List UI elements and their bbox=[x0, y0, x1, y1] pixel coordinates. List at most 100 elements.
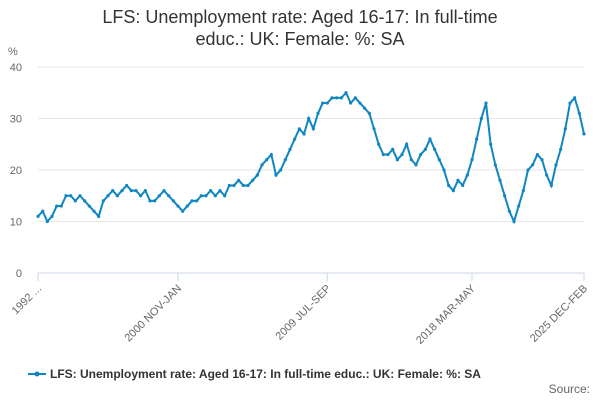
point bbox=[344, 91, 348, 95]
y-tick-label: 0 bbox=[16, 268, 22, 280]
point bbox=[97, 214, 101, 218]
point bbox=[349, 101, 353, 105]
point bbox=[185, 204, 189, 208]
x-tick-label: 2000 NOV-JAN bbox=[122, 283, 184, 345]
point bbox=[232, 183, 236, 188]
point bbox=[526, 168, 530, 172]
point bbox=[321, 101, 325, 105]
point bbox=[479, 116, 483, 121]
point bbox=[41, 209, 45, 213]
point bbox=[246, 183, 250, 188]
point bbox=[377, 142, 381, 146]
point bbox=[423, 147, 427, 151]
point bbox=[213, 194, 217, 198]
y-tick-label: 30 bbox=[10, 114, 22, 126]
legend-marker bbox=[34, 371, 40, 377]
point bbox=[92, 209, 96, 213]
point bbox=[563, 127, 567, 131]
point bbox=[484, 101, 488, 105]
point bbox=[78, 194, 82, 198]
point bbox=[447, 183, 451, 188]
point bbox=[288, 147, 292, 151]
point bbox=[111, 189, 115, 193]
x-tick-label: 1992 ... bbox=[10, 283, 44, 317]
point bbox=[260, 163, 264, 167]
point bbox=[493, 163, 497, 167]
point bbox=[209, 189, 213, 193]
point bbox=[171, 199, 175, 203]
point bbox=[386, 152, 390, 157]
source: Source: bbox=[549, 382, 590, 396]
point bbox=[582, 132, 586, 136]
point bbox=[139, 194, 143, 198]
point bbox=[162, 189, 166, 193]
point bbox=[293, 137, 297, 141]
point bbox=[503, 194, 507, 198]
point bbox=[199, 194, 203, 198]
point bbox=[55, 204, 59, 208]
point bbox=[475, 137, 479, 141]
x-tick-label: 2009 JUL-SEP bbox=[274, 283, 334, 343]
point bbox=[255, 173, 259, 177]
point bbox=[218, 189, 222, 193]
point bbox=[521, 189, 525, 193]
point bbox=[101, 199, 105, 203]
point bbox=[64, 194, 68, 198]
point bbox=[148, 199, 152, 203]
point bbox=[437, 158, 441, 162]
point bbox=[461, 183, 465, 188]
y-tick-label: 20 bbox=[10, 165, 22, 177]
point bbox=[330, 96, 334, 100]
point bbox=[470, 158, 474, 162]
point bbox=[176, 204, 180, 208]
point bbox=[45, 219, 49, 224]
legend-label: LFS: Unemployment rate: Aged 16-17: In f… bbox=[50, 367, 481, 381]
point bbox=[559, 147, 563, 151]
point bbox=[335, 96, 339, 100]
point bbox=[50, 214, 54, 218]
point bbox=[297, 127, 301, 131]
point bbox=[283, 158, 287, 162]
point bbox=[265, 158, 269, 162]
chart-title: LFS: Unemployment rate: Aged 16-17: In f… bbox=[102, 7, 498, 49]
point bbox=[241, 183, 245, 188]
point bbox=[489, 142, 493, 146]
line bbox=[37, 90, 585, 225]
point bbox=[87, 204, 91, 208]
point bbox=[428, 137, 432, 141]
point bbox=[125, 183, 129, 188]
point bbox=[400, 152, 404, 157]
point bbox=[106, 194, 110, 198]
point bbox=[115, 194, 119, 198]
x-tick-label: 2025 DEC-FEB bbox=[528, 283, 590, 345]
point bbox=[395, 158, 399, 162]
point bbox=[465, 173, 469, 177]
point bbox=[554, 163, 558, 167]
point bbox=[549, 183, 553, 188]
point bbox=[391, 147, 395, 151]
point bbox=[181, 209, 185, 213]
point bbox=[433, 147, 437, 151]
point bbox=[134, 189, 138, 193]
point bbox=[227, 183, 231, 188]
point bbox=[498, 178, 502, 182]
point bbox=[311, 127, 315, 131]
point bbox=[204, 194, 208, 198]
point bbox=[195, 199, 199, 203]
point bbox=[573, 96, 577, 100]
point bbox=[274, 173, 278, 177]
point bbox=[83, 199, 87, 203]
point bbox=[442, 168, 446, 172]
point bbox=[73, 199, 77, 203]
point bbox=[456, 178, 460, 182]
point bbox=[363, 106, 367, 110]
point bbox=[69, 194, 73, 198]
point bbox=[167, 194, 171, 198]
point bbox=[190, 199, 194, 203]
y-tick-label: 10 bbox=[10, 217, 22, 229]
point bbox=[353, 96, 357, 100]
point bbox=[269, 152, 273, 157]
point bbox=[36, 214, 40, 218]
